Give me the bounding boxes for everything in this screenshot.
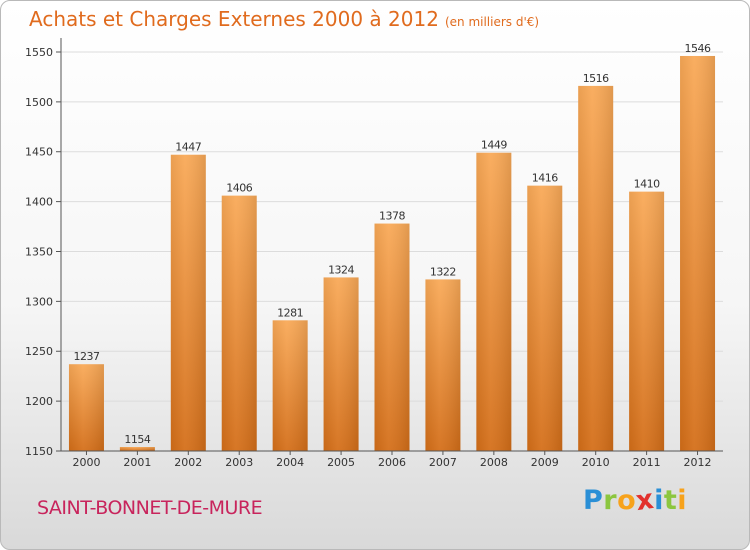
brand-letter: t [663, 485, 678, 516]
bar-value-label: 1410 [634, 178, 660, 191]
bar-value-label: 1516 [583, 72, 609, 85]
bar-value-label: 1322 [430, 265, 456, 278]
bar-shade-2003 [221, 195, 257, 451]
bar-value-label: 1416 [532, 172, 558, 185]
bar-shade-2000 [68, 364, 104, 451]
bar-shade-2005 [323, 277, 359, 451]
bar-shade-2006 [374, 223, 410, 451]
bar-value-label: 1406 [226, 182, 252, 195]
y-tick-label: 1300 [25, 295, 53, 308]
y-tick-label: 1400 [25, 196, 53, 209]
bar-shade-2002 [170, 154, 206, 451]
brand-letter: r [603, 485, 618, 516]
chart-subtitle: (en milliers d'€) [444, 15, 540, 29]
y-tick-label: 1450 [25, 146, 53, 159]
brand-letter: i [677, 485, 688, 516]
bar-value-label: 1546 [685, 42, 711, 55]
bar-value-label: 1237 [73, 350, 99, 363]
x-tick-label: 2000 [72, 456, 100, 469]
brand-logo[interactable]: Proxiti [583, 483, 688, 518]
location-name: SAINT-BONNET-DE-MURE [37, 497, 263, 519]
bar-shade-2012 [680, 55, 716, 452]
bar-shade-2004 [272, 320, 308, 451]
y-tick-label: 1550 [25, 46, 53, 59]
x-tick-label: 2005 [327, 456, 355, 469]
chart-title: Achats et Charges Externes 2000 à 2012 (e… [29, 7, 539, 31]
bar-shade-2009 [527, 185, 563, 451]
bar-shade-2001 [119, 447, 155, 451]
brand-letter: i [654, 485, 664, 516]
x-tick-label: 2004 [276, 456, 304, 469]
bar-layer: 1237 1154 1447 1406 1281 1324 1378 1322 1449 1416… [68, 42, 716, 452]
bar-value-label: 1154 [124, 433, 150, 446]
bar-value-label: 1447 [175, 141, 201, 154]
axis-layer: 1150 1200 1250 1300 1350 1400 1450 1500 1550 2000… [25, 38, 723, 469]
y-tick-label: 1500 [25, 96, 53, 109]
bar-value-label: 1281 [277, 306, 303, 319]
x-tick-label: 2003 [225, 456, 253, 469]
bar-shade-2010 [578, 85, 614, 451]
y-tick-label: 1150 [25, 445, 53, 458]
chart-title-text: Achats et Charges Externes 2000 à 2012 [29, 7, 439, 31]
y-tick-label: 1350 [25, 245, 53, 258]
bar-value-label: 1324 [328, 263, 354, 276]
x-tick-label: 2006 [378, 456, 406, 469]
x-tick-label: 2008 [480, 456, 508, 469]
x-tick-label: 2010 [582, 456, 610, 469]
x-tick-label: 2012 [684, 456, 712, 469]
brand-letter: P [583, 485, 604, 516]
bar-shade-2008 [476, 152, 512, 452]
x-tick-label: 2007 [429, 456, 457, 469]
y-tick-label: 1250 [25, 345, 53, 358]
x-tick-label: 2002 [174, 456, 202, 469]
x-tick-label: 2001 [123, 456, 151, 469]
bar-value-label: 1378 [379, 210, 405, 223]
brand-letter: x [634, 483, 657, 518]
bar-shade-2011 [629, 191, 665, 451]
bar-shade-2007 [425, 279, 461, 451]
bar-value-label: 1449 [481, 139, 507, 152]
x-tick-label: 2011 [633, 456, 661, 469]
brand-letter: o [617, 485, 637, 516]
x-tick-label: 2009 [531, 456, 559, 469]
y-tick-label: 1200 [25, 395, 53, 408]
